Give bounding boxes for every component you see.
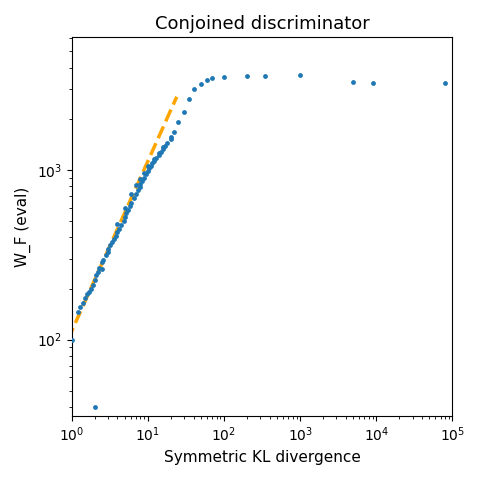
Point xyxy=(167,135,175,143)
Point xyxy=(150,155,157,163)
Point xyxy=(104,248,112,255)
Point xyxy=(108,239,116,246)
Point xyxy=(180,108,188,116)
Point xyxy=(84,290,91,298)
Point xyxy=(197,80,205,88)
Point xyxy=(144,168,152,175)
Point xyxy=(130,194,137,202)
Point xyxy=(174,119,182,126)
Point xyxy=(74,309,82,316)
Point xyxy=(208,74,216,82)
Point xyxy=(137,180,144,188)
Point xyxy=(114,220,121,228)
Point xyxy=(157,148,165,156)
Point xyxy=(99,256,107,264)
Point xyxy=(296,72,304,79)
Point xyxy=(155,151,163,158)
X-axis label: Symmetric KL divergence: Symmetric KL divergence xyxy=(164,450,360,465)
Point xyxy=(243,72,251,80)
Point xyxy=(134,186,142,194)
Point xyxy=(91,276,98,284)
Point xyxy=(153,154,160,161)
Point xyxy=(155,149,163,156)
Point xyxy=(106,241,114,249)
Point xyxy=(85,288,93,296)
Point xyxy=(141,174,148,181)
Point xyxy=(114,228,121,236)
Point xyxy=(127,190,135,198)
Point xyxy=(110,236,118,243)
Point xyxy=(190,85,197,93)
Point xyxy=(120,217,127,225)
Point xyxy=(89,281,96,289)
Point xyxy=(122,209,130,217)
Point xyxy=(145,165,153,172)
Point xyxy=(149,159,156,167)
Point xyxy=(262,72,269,80)
Point xyxy=(112,232,120,240)
Point xyxy=(170,128,178,135)
Point xyxy=(369,79,377,87)
Point xyxy=(91,403,98,411)
Title: Conjoined discriminator: Conjoined discriminator xyxy=(155,15,370,33)
Point xyxy=(167,133,175,141)
Point xyxy=(92,271,100,279)
Point xyxy=(124,206,132,214)
Point xyxy=(79,299,86,307)
Point xyxy=(144,162,152,170)
Point xyxy=(118,221,125,228)
Point xyxy=(87,285,95,292)
Point xyxy=(137,175,144,183)
Point xyxy=(126,203,133,210)
Point xyxy=(159,144,167,151)
Y-axis label: W_F (eval): W_F (eval) xyxy=(15,187,31,267)
Point xyxy=(132,181,140,189)
Point xyxy=(115,225,123,233)
Point xyxy=(139,177,146,185)
Point xyxy=(132,190,140,198)
Point xyxy=(349,78,357,85)
Point xyxy=(136,183,144,191)
Point xyxy=(76,303,84,311)
Point xyxy=(96,264,103,272)
Point xyxy=(102,251,109,259)
Point xyxy=(161,142,169,150)
Point xyxy=(81,295,89,302)
Point xyxy=(163,140,171,147)
Point xyxy=(94,268,102,276)
Point xyxy=(220,73,228,81)
Point xyxy=(142,170,150,178)
Point xyxy=(104,246,112,253)
Point xyxy=(121,213,129,220)
Point xyxy=(98,259,106,266)
Point xyxy=(147,162,155,169)
Point xyxy=(68,336,75,344)
Point xyxy=(121,204,129,211)
Point xyxy=(185,96,193,103)
Point xyxy=(203,76,211,84)
Point xyxy=(441,79,449,87)
Point xyxy=(150,157,157,165)
Point xyxy=(98,265,106,273)
Point xyxy=(127,199,135,206)
Point xyxy=(159,145,167,153)
Point xyxy=(141,169,148,177)
